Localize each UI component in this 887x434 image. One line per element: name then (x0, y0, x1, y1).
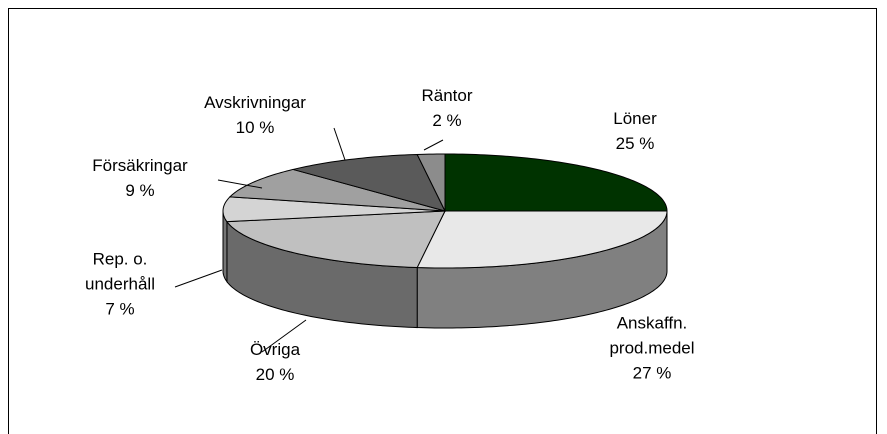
value-label: 27 % (632, 363, 672, 383)
slice (225, 210, 446, 269)
chart-frame (8, 8, 877, 434)
slice-label: Övriga 20 % (250, 337, 300, 387)
category-name: Övriga (249, 340, 301, 359)
slice-label: Avskrivningar 10 % (204, 90, 306, 140)
slice-label: Rep. o. underhåll 7 % (85, 247, 155, 322)
category-name: Avskrivningar (204, 93, 306, 112)
leader-line (174, 269, 223, 288)
slice (222, 196, 446, 223)
value-label: 9 % (125, 181, 155, 200)
category-name: Rep. o. underhåll (85, 249, 155, 294)
category-name: Försäkringar (92, 156, 188, 175)
slice-label: Anskaffn. prod.medel 27 % (609, 311, 694, 386)
slice (416, 210, 668, 269)
leader-line (423, 139, 444, 151)
category-name: Räntor (421, 86, 473, 105)
leader-line (217, 179, 263, 189)
slice (444, 153, 668, 212)
value-label: 10 % (235, 118, 275, 137)
value-label: 25 % (615, 134, 655, 153)
leader-line (333, 127, 346, 161)
category-name: Löner (613, 109, 657, 128)
slice (228, 168, 446, 212)
value-label: 2 % (432, 111, 462, 130)
slice-label: Räntor 2 % (421, 83, 472, 133)
slice-label: Löner 25 % (613, 106, 656, 156)
slice (292, 153, 446, 212)
slices (222, 153, 668, 269)
value-label: 7 % (105, 299, 135, 319)
slice-label: Försäkringar 9 % (92, 153, 187, 203)
category-name: Anskaffn. prod.medel (609, 313, 695, 358)
leader-line (261, 319, 307, 353)
slice (416, 153, 446, 212)
value-label: 20 % (255, 365, 295, 384)
leader-lines (174, 127, 444, 353)
